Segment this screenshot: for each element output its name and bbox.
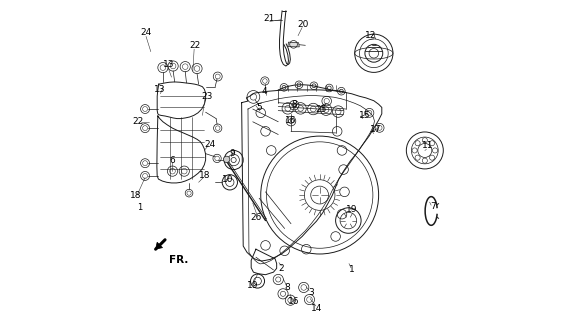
Text: 3: 3 bbox=[308, 288, 314, 297]
Text: 13: 13 bbox=[162, 60, 174, 69]
Text: 1: 1 bbox=[137, 203, 142, 212]
Text: 16: 16 bbox=[288, 297, 299, 306]
Text: 1: 1 bbox=[349, 265, 354, 275]
Circle shape bbox=[223, 156, 230, 163]
Text: 25: 25 bbox=[315, 105, 327, 114]
Text: 22: 22 bbox=[133, 117, 144, 126]
Text: 13: 13 bbox=[154, 85, 165, 94]
Text: 6: 6 bbox=[169, 156, 175, 164]
Text: 8: 8 bbox=[292, 100, 297, 109]
Text: 24: 24 bbox=[204, 140, 215, 148]
Text: 18: 18 bbox=[130, 190, 141, 200]
Text: 12: 12 bbox=[365, 31, 377, 40]
Text: 9: 9 bbox=[229, 149, 235, 158]
Polygon shape bbox=[288, 42, 299, 47]
Text: 2: 2 bbox=[279, 264, 284, 273]
Text: 5: 5 bbox=[256, 103, 262, 112]
Text: 21: 21 bbox=[263, 14, 274, 23]
Polygon shape bbox=[155, 242, 162, 249]
Text: 14: 14 bbox=[311, 304, 323, 313]
Text: 7: 7 bbox=[430, 202, 436, 211]
Text: 11: 11 bbox=[423, 141, 434, 150]
Text: 26: 26 bbox=[250, 213, 262, 222]
Text: 22: 22 bbox=[190, 41, 201, 50]
Text: FR.: FR. bbox=[169, 255, 189, 265]
Text: 8: 8 bbox=[284, 283, 290, 292]
Text: 20: 20 bbox=[297, 20, 309, 29]
Text: 10: 10 bbox=[222, 175, 233, 184]
Text: 19: 19 bbox=[247, 281, 258, 290]
Text: 16: 16 bbox=[285, 116, 297, 125]
Text: 23: 23 bbox=[201, 92, 212, 101]
Text: 19: 19 bbox=[346, 205, 357, 214]
Text: 17: 17 bbox=[370, 125, 381, 134]
Text: 18: 18 bbox=[199, 172, 211, 180]
Text: 4: 4 bbox=[262, 87, 268, 96]
Text: 24: 24 bbox=[140, 28, 152, 37]
Text: 15: 15 bbox=[359, 111, 370, 120]
